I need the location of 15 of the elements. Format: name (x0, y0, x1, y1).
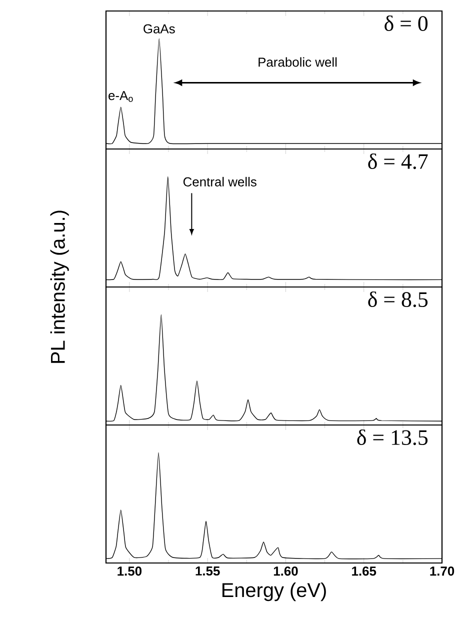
x-tick-label: 1.50 (118, 566, 142, 576)
x-tick-label: 1.55 (196, 566, 220, 576)
chart-title: δ = 8.5 (368, 291, 428, 308)
x-tick-label: 1.60 (274, 566, 298, 576)
y-axis-title: PL intensity (a.u.) (50, 210, 69, 363)
annotation: e-A$_{o}$ (108, 91, 133, 102)
x-tick-label: 1.65 (352, 566, 376, 576)
x-axis-title: Energy (eV) (222, 582, 326, 602)
chart-title: δ = 13.5 (357, 429, 428, 446)
annotation: GaAs (144, 24, 175, 34)
annotation: Central wells (183, 176, 256, 186)
annotation: Parabolic well (258, 57, 337, 67)
x-tick-label: 1.70 (430, 566, 454, 576)
chart-title: δ = 4.7 (368, 153, 428, 170)
chart-title: δ = 0 (384, 15, 428, 31)
